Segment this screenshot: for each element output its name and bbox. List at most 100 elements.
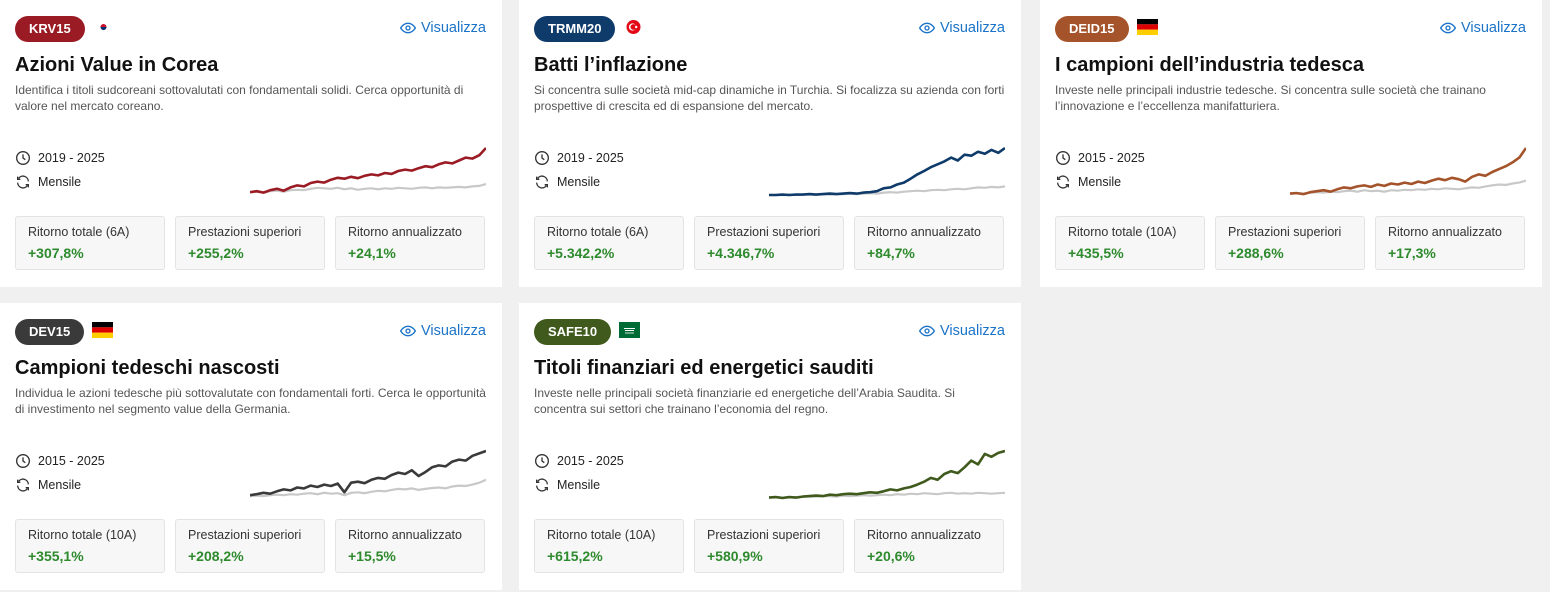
stat-value: +288,6% — [1228, 245, 1284, 261]
portfolio-code-badge: TRMM20 — [534, 16, 616, 42]
period-text: 2015 - 2025 — [38, 454, 105, 468]
clock-icon — [534, 453, 550, 469]
stat-value: +20,6% — [867, 548, 915, 564]
portfolio-card: SAFE10 Visualizza Titoli finanziari ed ene… — [519, 303, 1021, 590]
period-text: 2019 - 2025 — [557, 151, 624, 165]
stat-label: Ritorno annualizzato — [867, 225, 981, 239]
stat-label: Ritorno annualizzato — [1388, 225, 1502, 239]
portfolio-code-badge: DEID15 — [1055, 16, 1129, 42]
outperformance-box: Prestazioni superiori +580,9% — [694, 519, 844, 573]
clock-icon — [1055, 150, 1071, 166]
portfolio-description: Investe nelle principali società finanzi… — [534, 386, 955, 416]
portfolio-line — [250, 147, 486, 194]
period-row: 2015 - 2025 — [534, 453, 624, 469]
frequency-row: Mensile — [15, 477, 81, 493]
portfolio-description: Si concentra sulle società mid-cap dinam… — [534, 83, 1005, 113]
stat-label: Ritorno totale (10A) — [547, 528, 656, 542]
refresh-icon — [15, 174, 31, 190]
frequency-row: Mensile — [534, 477, 600, 493]
portfolio-card: DEID15 Visualizza I campioni dell’industri… — [1040, 0, 1542, 287]
portfolio-line — [769, 146, 1005, 197]
korea-flag-icon — [93, 19, 114, 35]
portfolio-line — [1290, 147, 1526, 196]
stat-label: Ritorno annualizzato — [867, 528, 981, 542]
stat-label: Ritorno totale (10A) — [28, 528, 137, 542]
frequency-text: Mensile — [1078, 175, 1122, 189]
stat-value: +355,1% — [28, 548, 84, 564]
view-link[interactable]: Visualizza — [399, 20, 486, 36]
total-return-box: Ritorno totale (6A) +5.342,2% — [534, 216, 684, 270]
frequency-row: Mensile — [534, 174, 600, 190]
view-link-label: Visualizza — [420, 323, 486, 339]
view-link-label: Visualizza — [420, 20, 486, 36]
view-link-label: Visualizza — [939, 20, 1005, 36]
outperformance-box: Prestazioni superiori +288,6% — [1215, 216, 1365, 270]
annualized-return-box: Ritorno annualizzato +84,7% — [854, 216, 1004, 270]
annualized-return-box: Ritorno annualizzato +17,3% — [1375, 216, 1525, 270]
portfolio-card: KRV15 Visualizza Azioni Value in Corea Iden… — [0, 0, 502, 287]
total-return-box: Ritorno totale (10A) +615,2% — [534, 519, 684, 573]
frequency-text: Mensile — [38, 478, 82, 492]
view-link[interactable]: Visualizza — [918, 20, 1005, 36]
portfolio-line — [769, 449, 1005, 500]
turkey-flag-icon — [623, 19, 644, 35]
outperformance-box: Prestazioni superiori +208,2% — [175, 519, 325, 573]
performance-chart — [250, 449, 486, 498]
period-row: 2019 - 2025 — [534, 150, 624, 166]
frequency-row: Mensile — [1055, 174, 1121, 190]
stat-label: Prestazioni superiori — [707, 225, 821, 239]
saudi-flag-icon — [619, 322, 640, 338]
refresh-icon — [1055, 174, 1071, 190]
portfolio-title: Azioni Value in Corea — [15, 54, 219, 76]
portfolio-title: Batti l’inflazione — [534, 54, 688, 76]
germany-flag-icon — [92, 322, 113, 338]
performance-chart — [769, 449, 1005, 500]
portfolio-code-badge: DEV15 — [15, 319, 85, 345]
portfolio-code-badge: KRV15 — [15, 16, 85, 42]
period-row: 2015 - 2025 — [15, 453, 105, 469]
annualized-return-box: Ritorno annualizzato +24,1% — [335, 216, 485, 270]
view-link[interactable]: Visualizza — [1439, 20, 1526, 36]
annualized-return-box: Ritorno annualizzato +15,5% — [335, 519, 485, 573]
stat-label: Ritorno annualizzato — [348, 225, 462, 239]
portfolio-description: Individua le azioni tedesche più sottova… — [15, 386, 486, 416]
period-text: 2019 - 2025 — [38, 151, 105, 165]
clock-icon — [534, 150, 550, 166]
eye-icon — [399, 20, 416, 36]
stat-label: Prestazioni superiori — [1228, 225, 1342, 239]
clock-icon — [15, 150, 31, 166]
stat-label: Ritorno totale (6A) — [28, 225, 130, 239]
portfolio-title: Titoli finanziari ed energetici sauditi — [534, 357, 874, 379]
view-link[interactable]: Visualizza — [918, 323, 1005, 339]
germany-flag-icon — [1137, 19, 1158, 35]
portfolio-line — [250, 449, 486, 497]
period-text: 2015 - 2025 — [557, 454, 624, 468]
period-row: 2019 - 2025 — [15, 150, 105, 166]
view-link[interactable]: Visualizza — [399, 323, 486, 339]
portfolio-card: DEV15 Visualizza Campioni tedeschi nascost… — [0, 303, 502, 590]
stat-value: +4.346,7% — [707, 245, 775, 261]
frequency-text: Mensile — [557, 478, 601, 492]
outperformance-box: Prestazioni superiori +4.346,7% — [694, 216, 844, 270]
benchmark-line — [250, 182, 486, 194]
frequency-text: Mensile — [38, 175, 82, 189]
annualized-return-box: Ritorno annualizzato +20,6% — [854, 519, 1004, 573]
portfolio-description: Investe nelle principali industrie tedes… — [1055, 83, 1486, 113]
stat-value: +580,9% — [707, 548, 763, 564]
view-link-label: Visualizza — [939, 323, 1005, 339]
refresh-icon — [534, 477, 550, 493]
performance-chart — [769, 146, 1005, 197]
stat-label: Ritorno annualizzato — [348, 528, 462, 542]
outperformance-box: Prestazioni superiori +255,2% — [175, 216, 325, 270]
stat-label: Prestazioni superiori — [707, 528, 821, 542]
clock-icon — [15, 453, 31, 469]
total-return-box: Ritorno totale (10A) +435,5% — [1055, 216, 1205, 270]
eye-icon — [1439, 20, 1456, 36]
refresh-icon — [534, 174, 550, 190]
refresh-icon — [15, 477, 31, 493]
portfolio-card: TRMM20 Visualizza Batti l’inflazione Si con… — [519, 0, 1021, 287]
stat-value: +17,3% — [1388, 245, 1436, 261]
frequency-row: Mensile — [15, 174, 81, 190]
portfolio-code-badge: SAFE10 — [534, 319, 612, 345]
stat-value: +208,2% — [188, 548, 244, 564]
